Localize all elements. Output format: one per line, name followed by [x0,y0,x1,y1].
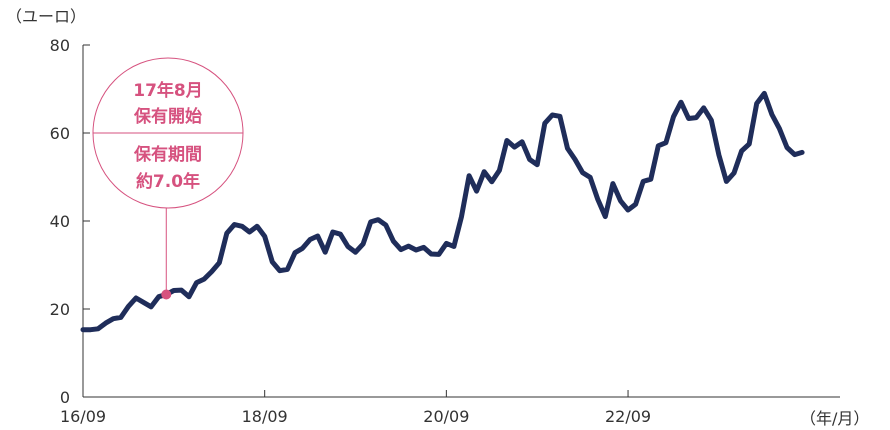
holding-start-marker [161,289,172,300]
callout-period-label: 保有期間 [133,144,202,165]
callout-start-date: 17年8月 [133,80,203,101]
y-tick-label: 80 [50,36,70,55]
x-tick-label: 20/09 [423,407,469,426]
y-tick-label: 20 [50,300,70,319]
tick-labels: 0 20 40 60 80 16/09 18/09 20/09 22/09 [50,36,651,426]
y-axis-unit-label: （ユーロ） [6,7,86,26]
series [80,90,805,333]
callout-start-label: 保有開始 [133,106,202,127]
x-tick-label: 16/09 [60,407,106,426]
x-tick-label: 18/09 [242,407,288,426]
price-series-line [80,90,805,333]
holding-callout: 17年8月 保有開始 保有期間 約7.0年 [92,57,244,295]
callout-period-value: 約7.0年 [136,171,200,192]
y-tick-label: 0 [60,388,70,407]
y-tick-label: 60 [50,124,70,143]
y-tick-label: 40 [50,212,70,231]
x-axis-unit-label: （年/月） [800,409,869,428]
x-tick-label: 22/09 [605,407,651,426]
axes [82,44,840,398]
